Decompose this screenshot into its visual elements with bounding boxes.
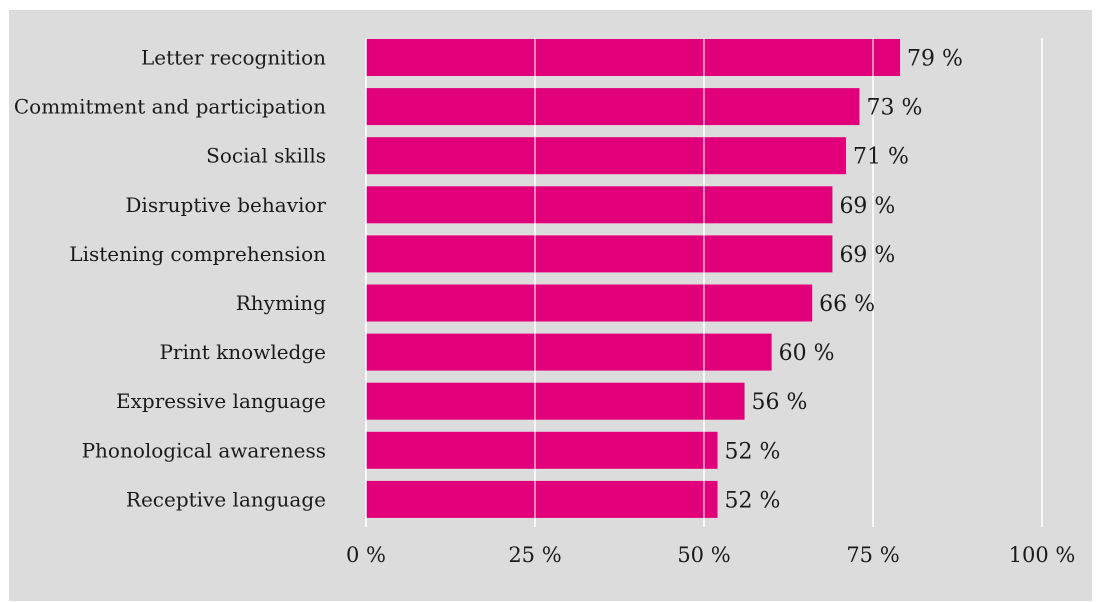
x-tick-labels: 0 % 25 % 50 % 75 % 100 % <box>346 543 1075 567</box>
bar <box>366 480 718 518</box>
gridlines-overlay <box>534 38 1043 527</box>
value-label: 52 % <box>725 439 781 464</box>
value-label: 73 % <box>866 96 922 121</box>
category-label: Listening comprehension <box>69 242 326 266</box>
category-label: Rhyming <box>236 291 326 315</box>
category-labels: Letter recognition Commitment and partici… <box>14 46 327 512</box>
category-label: Receptive language <box>126 487 326 511</box>
value-label: 66 % <box>819 292 875 317</box>
value-label: 56 % <box>752 390 808 415</box>
category-label: Expressive language <box>116 389 326 413</box>
category-label: Commitment and participation <box>14 95 326 119</box>
value-label: 69 % <box>839 194 895 219</box>
x-tick-label: 100 % <box>1009 543 1076 567</box>
bar <box>366 137 846 175</box>
bar <box>366 284 813 322</box>
bar <box>366 333 772 371</box>
bars <box>366 39 901 518</box>
value-label: 79 % <box>907 47 963 72</box>
bar <box>366 382 745 420</box>
value-label: 52 % <box>725 488 781 513</box>
bar <box>366 431 718 469</box>
x-tick-label: 0 % <box>346 543 386 567</box>
category-label: Social skills <box>206 144 326 168</box>
value-label: 71 % <box>853 145 909 170</box>
value-label: 60 % <box>779 341 835 366</box>
category-label: Phonological awareness <box>82 438 326 462</box>
value-labels: 79 % 73 % 71 % 69 % 69 % 66 % 60 % 56 % 52 % 52 % <box>725 47 963 514</box>
bar <box>366 88 860 126</box>
x-tick-label: 25 % <box>508 543 561 567</box>
bar <box>366 39 901 76</box>
category-label: Print knowledge <box>159 340 326 364</box>
x-tick-label: 50 % <box>677 543 730 567</box>
bar <box>366 235 833 273</box>
bar <box>366 186 833 224</box>
x-tick-label: 75 % <box>846 543 899 567</box>
category-label: Letter recognition <box>141 46 326 70</box>
value-label: 69 % <box>839 243 895 268</box>
category-label: Disruptive behavior <box>125 193 326 217</box>
